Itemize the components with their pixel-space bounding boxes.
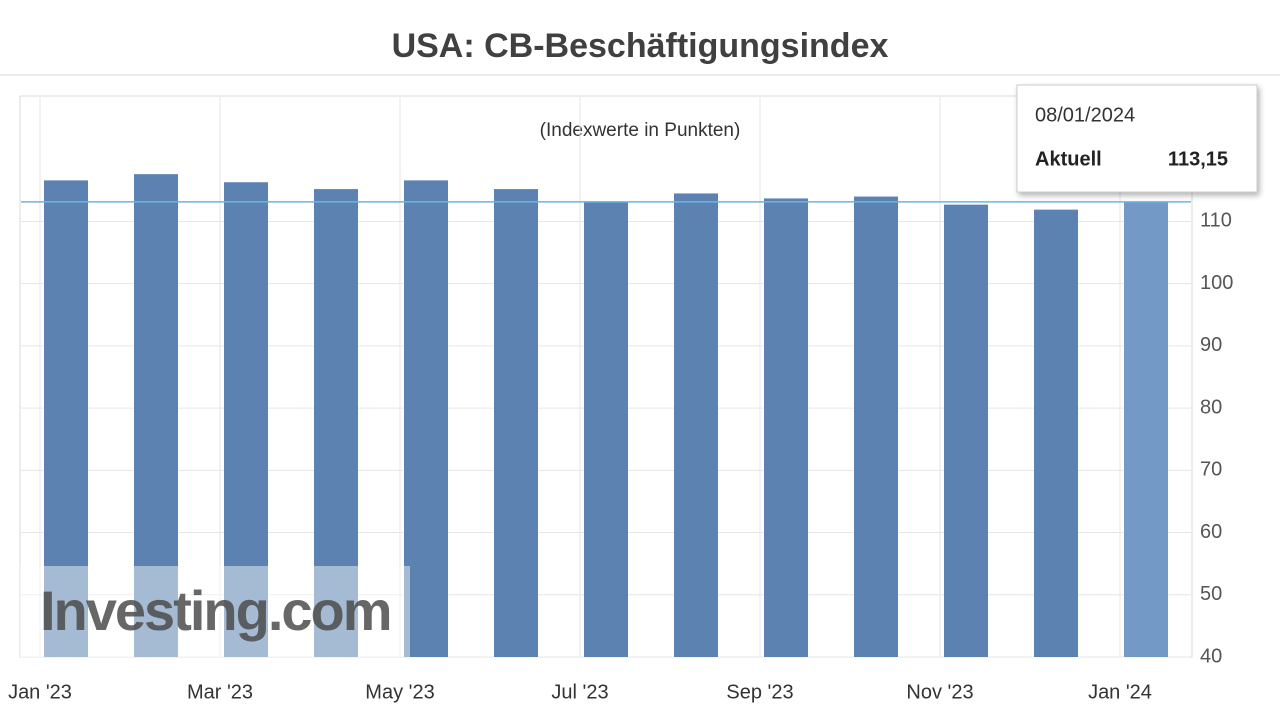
x-tick-label: Nov '23 [906, 681, 973, 703]
bar [224, 182, 268, 657]
tooltip-label: Aktuell [1035, 148, 1102, 170]
bar [854, 196, 898, 658]
bar [1124, 201, 1168, 657]
x-tick-label: Mar '23 [187, 681, 253, 703]
watermark-fade [20, 566, 410, 657]
watermark: Investing.com [40, 579, 391, 642]
bar [314, 189, 358, 658]
x-tick-label: Jul '23 [551, 681, 608, 703]
y-tick-label: 110 [1200, 210, 1232, 232]
y-tick-label: 50 [1200, 583, 1222, 605]
bar [1034, 209, 1078, 657]
tooltip: 08/01/2024 Aktuell 113,15 [1016, 84, 1258, 193]
bar [944, 204, 988, 657]
y-tick-label: 80 [1200, 396, 1222, 418]
chart-title: USA: CB-Beschäftigungsindex [392, 27, 889, 65]
overlay: Investing.com [20, 566, 410, 657]
y-tick-label: 100 [1200, 272, 1233, 294]
x-tick-label: May '23 [365, 681, 434, 703]
tooltip-date: 08/01/2024 [1035, 104, 1135, 126]
y-tick-label: 90 [1200, 334, 1222, 356]
x-tick-label: Jan '24 [1088, 681, 1152, 703]
bar [674, 193, 718, 657]
bar [404, 180, 448, 657]
y-tick-label: 60 [1200, 521, 1222, 543]
bar [134, 174, 178, 657]
x-tick-label: Jan '23 [8, 681, 72, 703]
bar [494, 189, 538, 658]
bars [21, 174, 1191, 658]
subtitle: (Indexwerte in Punkten) [540, 120, 741, 141]
y-tick-label: 70 [1200, 459, 1222, 481]
y-tick-label: 40 [1200, 645, 1222, 667]
bar [584, 202, 628, 657]
tooltip-value: 113,15 [1168, 148, 1228, 170]
tooltip-box [1016, 84, 1258, 193]
bar [44, 180, 88, 657]
bar [764, 198, 808, 657]
x-tick-label: Sep '23 [726, 681, 793, 703]
